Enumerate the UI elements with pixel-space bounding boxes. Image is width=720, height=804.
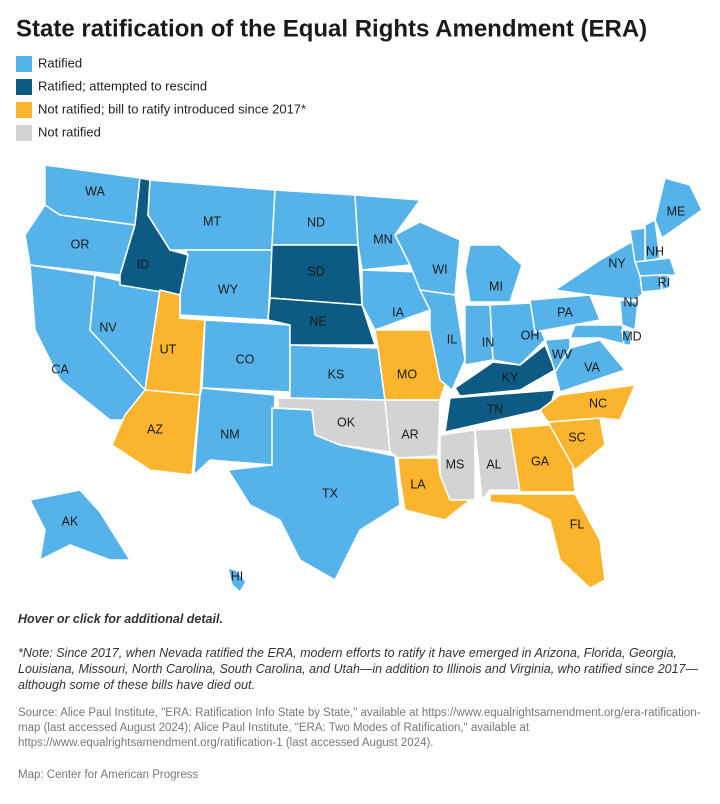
state-label: AZ: [147, 422, 163, 436]
state[interactable]: [489, 493, 606, 589]
state-label: TX: [322, 486, 339, 500]
state-label: NV: [99, 320, 117, 334]
map: State ratification of the Equal Rights A…: [16, 15, 703, 594]
state[interactable]: [544, 337, 571, 374]
credit: Map: Center for American Progress: [18, 769, 199, 781]
state-label: IL: [447, 332, 457, 346]
state-label: MI: [489, 279, 503, 293]
state[interactable]: [384, 399, 441, 459]
state-label: AL: [486, 457, 501, 471]
hint: Hover or click for additional detail.: [18, 612, 223, 626]
state-label: PA: [557, 305, 573, 319]
legend-swatch: [16, 102, 32, 118]
state-label: ND: [307, 215, 325, 229]
state[interactable]: [474, 427, 521, 502]
state-label: NJ: [623, 295, 638, 309]
state-label: MT: [203, 214, 221, 228]
state-label: IN: [482, 335, 495, 349]
state-label: AK: [62, 514, 79, 528]
state-label: WA: [85, 184, 105, 198]
state-label: NM: [220, 427, 239, 441]
state[interactable]: [226, 566, 247, 594]
states: WA OR CA NV ID MT WY UT AZ CO NM ND SD NE KS OK TX MN IA MO…: [24, 164, 703, 594]
state-label: RI: [658, 275, 671, 289]
state-label: OR: [71, 237, 90, 251]
state[interactable]: [619, 299, 639, 332]
state[interactable]: [659, 274, 670, 291]
note: *Note: Since 2017, when Nevada ratified …: [18, 646, 699, 692]
state-label: MO: [397, 367, 417, 381]
state-label: IA: [392, 305, 404, 319]
state-label: UT: [160, 342, 177, 356]
state[interactable]: [489, 302, 546, 366]
state-label: AR: [401, 427, 418, 441]
state[interactable]: [633, 257, 678, 277]
state[interactable]: [621, 329, 632, 346]
state-label: OK: [337, 415, 356, 429]
legend-label: Not ratified; bill to ratify introduced …: [38, 101, 306, 116]
legend-label: Ratified: [38, 55, 82, 70]
state-label: WV: [552, 347, 573, 361]
state[interactable]: [418, 289, 466, 392]
state-label: NY: [608, 256, 626, 270]
state-label: NE: [309, 314, 326, 328]
state[interactable]: [226, 407, 401, 582]
state-label: WY: [218, 282, 239, 296]
state-label: CO: [236, 352, 255, 366]
legend-swatch: [16, 79, 32, 95]
state-label: GA: [531, 454, 550, 468]
state[interactable]: [538, 384, 637, 423]
source: Source: Alice Paul Institute, "ERA: Rati…: [18, 707, 701, 749]
state-label: HI: [231, 569, 244, 583]
state-label: VA: [584, 360, 600, 374]
state-label: MS: [446, 457, 465, 471]
state[interactable]: [464, 244, 523, 303]
legend-label: Ratified; attempted to rescind: [38, 78, 207, 93]
state[interactable]: [193, 387, 276, 477]
state-label: MN: [373, 232, 392, 246]
state-label: TN: [487, 402, 504, 416]
state[interactable]: [568, 324, 630, 347]
legend-swatch: [16, 125, 32, 141]
state-label: LA: [410, 477, 426, 491]
legend: Ratified Ratified; attempted to rescind No…: [16, 55, 306, 141]
state-label: SD: [307, 264, 324, 278]
state-label: NC: [589, 396, 607, 410]
state-label: WI: [432, 262, 447, 276]
state-label: FL: [570, 517, 585, 531]
state-label: CA: [51, 362, 69, 376]
state-label: ME: [667, 204, 686, 218]
state-label: KS: [328, 367, 345, 381]
state[interactable]: [28, 489, 132, 562]
state[interactable]: [439, 429, 476, 501]
state-label: MD: [622, 329, 641, 343]
legend-label: Not ratified: [38, 124, 101, 139]
state-label: OH: [521, 328, 540, 342]
state[interactable]: [361, 269, 431, 331]
state[interactable]: [552, 238, 646, 301]
state-label: SC: [568, 430, 585, 444]
state-label: KY: [502, 370, 519, 384]
state[interactable]: [654, 177, 703, 240]
state[interactable]: [529, 294, 602, 333]
state-label: NH: [646, 244, 664, 258]
title: State ratification of the Equal Rights A…: [16, 15, 647, 42]
legend-swatch: [16, 56, 32, 72]
state[interactable]: [397, 457, 472, 521]
state-label: ID: [137, 257, 150, 271]
